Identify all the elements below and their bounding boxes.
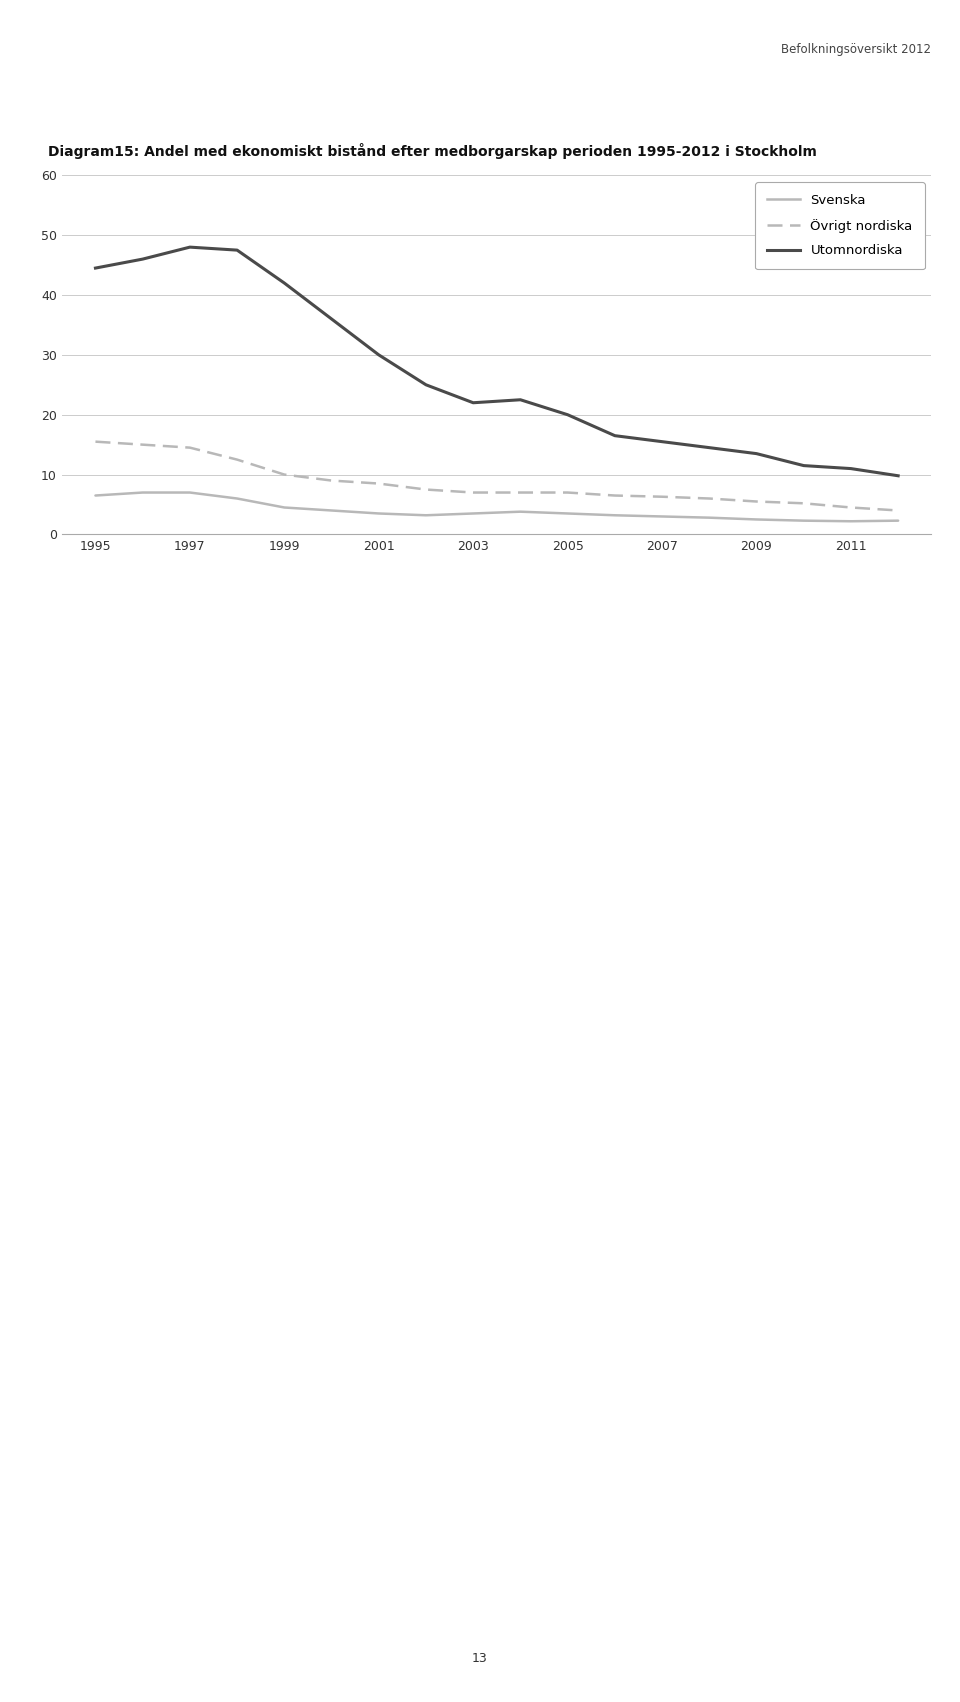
Utomnordiska (657, 431, 668, 451)
Utomnordiska (515, 390, 526, 410)
Svenska (657, 505, 668, 526)
Svenska (845, 511, 856, 531)
Legend: Svenska, Övrigt nordiska, Utomnordiska: Svenska, Övrigt nordiska, Utomnordiska (756, 182, 924, 269)
Utomnordiska (468, 393, 479, 414)
Svenska (89, 485, 101, 505)
Övrigt nordiska (231, 449, 243, 470)
Line: Svenska: Svenska (95, 492, 899, 521)
Svenska (893, 511, 904, 531)
Svenska (420, 505, 432, 526)
Svenska (278, 497, 290, 517)
Text: Befolkningsöversikt 2012: Befolkningsöversikt 2012 (781, 43, 931, 56)
Övrigt nordiska (798, 494, 809, 514)
Övrigt nordiska (278, 465, 290, 485)
Övrigt nordiska (562, 482, 573, 502)
Utomnordiska (278, 272, 290, 293)
Utomnordiska (420, 374, 432, 395)
Utomnordiska (325, 308, 337, 328)
Övrigt nordiska (845, 497, 856, 517)
Utomnordiska (231, 240, 243, 260)
Utomnordiska (893, 466, 904, 487)
Svenska (798, 511, 809, 531)
Utomnordiska (609, 426, 620, 446)
Övrigt nordiska (373, 473, 385, 494)
Svenska (184, 482, 196, 502)
Utomnordiska (137, 248, 149, 269)
Utomnordiska (184, 237, 196, 257)
Övrigt nordiska (704, 488, 715, 509)
Line: Övrigt nordiska: Övrigt nordiska (95, 441, 899, 511)
Utomnordiska (89, 259, 101, 279)
Övrigt nordiska (184, 437, 196, 458)
Svenska (325, 500, 337, 521)
Övrigt nordiska (751, 492, 762, 512)
Text: 13: 13 (472, 1651, 488, 1665)
Utomnordiska (562, 405, 573, 426)
Svenska (373, 504, 385, 524)
Utomnordiska (798, 456, 809, 477)
Övrigt nordiska (657, 487, 668, 507)
Övrigt nordiska (325, 470, 337, 490)
Övrigt nordiska (137, 434, 149, 454)
Övrigt nordiska (893, 500, 904, 521)
Svenska (609, 505, 620, 526)
Övrigt nordiska (89, 431, 101, 451)
Svenska (751, 509, 762, 529)
Övrigt nordiska (515, 482, 526, 502)
Utomnordiska (704, 437, 715, 458)
Svenska (468, 504, 479, 524)
Text: Diagram15: Andel med ekonomiskt bistånd efter medborgarskap perioden 1995-2012 i: Diagram15: Andel med ekonomiskt bistånd … (48, 143, 817, 158)
Svenska (704, 507, 715, 528)
Övrigt nordiska (420, 480, 432, 500)
Svenska (515, 502, 526, 523)
Övrigt nordiska (609, 485, 620, 505)
Svenska (562, 504, 573, 524)
Utomnordiska (751, 444, 762, 465)
Line: Utomnordiska: Utomnordiska (95, 247, 899, 477)
Svenska (137, 482, 149, 502)
Svenska (231, 488, 243, 509)
Övrigt nordiska (468, 482, 479, 502)
Utomnordiska (373, 344, 385, 366)
Utomnordiska (845, 458, 856, 478)
